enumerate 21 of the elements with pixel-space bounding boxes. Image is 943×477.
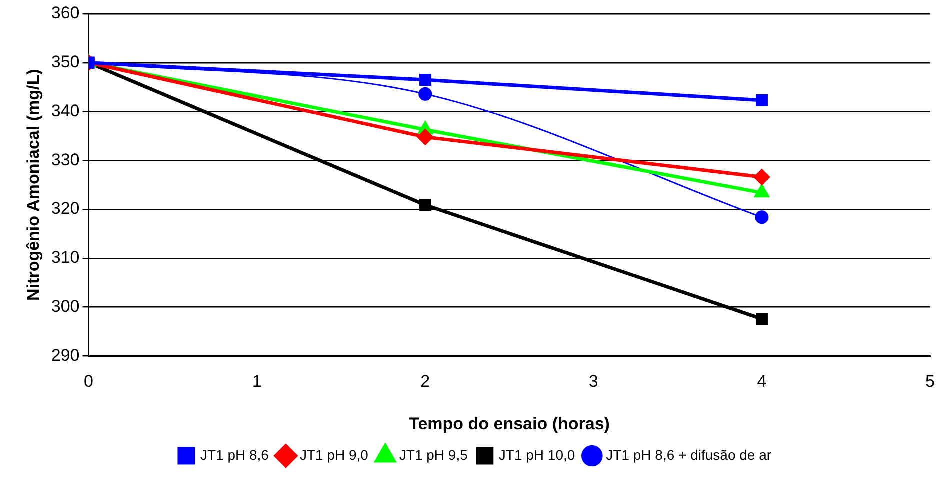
x-tick-label: 2 [420,372,430,392]
x-axis-title: Tempo do ensaio (horas) [409,414,610,434]
x-tick-label: 4 [757,372,767,392]
legend-label: JT1 pH 8,6 [200,446,270,463]
legend-label: JT1 pH 10,0 [498,446,576,463]
x-tick-label: 1 [252,372,262,392]
y-tick-label: 340 [51,101,80,120]
x-tick-label: 5 [926,372,936,392]
x-tick-label: 3 [588,372,598,392]
y-tick-label: 350 [51,52,80,72]
legend-label: JT1 pH 9,0 [300,446,369,463]
y-tick-label: 290 [51,346,80,365]
y-tick-label: 300 [51,297,80,316]
y-tick-label: 310 [51,248,80,268]
y-tick-label: 360 [51,4,80,23]
legend-label: JT1 pH 9,5 [399,446,468,463]
y-tick-label: 330 [51,150,80,170]
x-tick-label: 0 [84,372,94,392]
y-tick-label: 320 [51,199,80,218]
y-axis-title: Nitrogênio Amoniacal (mg/L) [24,69,43,301]
legend-label: JT1 pH 8,6 + difusão de ar [606,446,772,463]
